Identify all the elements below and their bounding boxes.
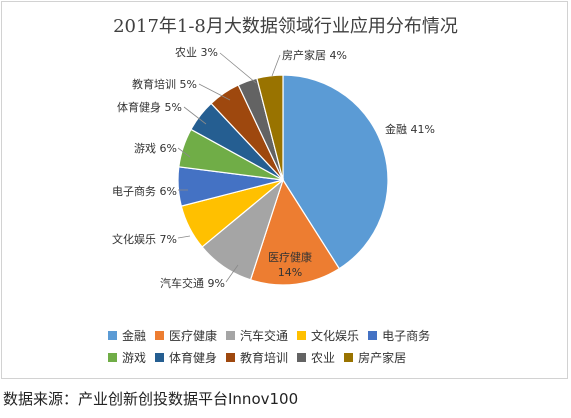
legend-label: 电子商务 xyxy=(382,328,431,343)
pie-chart: 金融 41% 医疗健康 14% 汽车交通 9% 文化娱乐 7% 电子商务 6% 游戏 6% 体… xyxy=(112,45,435,290)
legend-item: 金融 xyxy=(108,327,146,344)
legend-swatch xyxy=(297,330,307,340)
legend-item: 游戏 xyxy=(108,349,146,366)
leader-line-6 xyxy=(177,147,191,158)
slice-label-5: 电子商务 6% xyxy=(112,184,177,198)
legend-label: 游戏 xyxy=(122,350,147,365)
leader-line-8 xyxy=(198,83,231,101)
pie-slice-2 xyxy=(249,178,341,286)
legend-item: 农业 xyxy=(297,349,335,366)
slice-label-2: 医疗健康 14% xyxy=(268,250,312,279)
legend-swatch xyxy=(108,330,117,340)
slice-label-9: 农业 3% xyxy=(175,45,218,59)
legend-label: 汽车交通 xyxy=(240,328,289,343)
slice-label-4: 文化娱乐 7% xyxy=(112,232,177,246)
slice-label-7: 体育健身 5% xyxy=(117,100,182,114)
pie-slice-10 xyxy=(256,74,284,181)
leader-line-9 xyxy=(219,52,257,84)
chart-title: 2017年1-8月大数据领域行业应用分布情况 xyxy=(113,16,458,37)
legend-swatch xyxy=(226,352,236,362)
legend-swatch xyxy=(344,352,354,362)
legend-swatch xyxy=(108,352,117,362)
slice-label-3: 汽车交通 9% xyxy=(160,276,225,290)
legend-item: 教育培训 xyxy=(226,349,288,366)
legend-item: 文化娱乐 xyxy=(297,327,359,344)
legend-label: 教育培训 xyxy=(240,350,289,365)
legend-label: 农业 xyxy=(311,350,336,365)
legend-swatch xyxy=(226,330,236,340)
leader-line-3 xyxy=(225,264,239,283)
legend-swatch xyxy=(297,352,307,362)
legend-label: 体育健身 xyxy=(169,350,218,365)
leader-line-7 xyxy=(183,106,207,125)
slice-label-1: 金融 41% xyxy=(385,122,435,136)
slice-label-6: 游戏 6% xyxy=(134,142,177,155)
legend-swatch xyxy=(155,352,165,362)
legend-swatch xyxy=(368,330,378,340)
slice-label-10: 房产家居 4% xyxy=(282,48,347,62)
legend-swatch xyxy=(155,330,165,340)
legend-row-1: 金融 医疗健康 汽车交通 文化娱乐 电子商务 xyxy=(108,324,508,346)
chart-legend: 金融 医疗健康 汽车交通 文化娱乐 电子商务游戏 体育健身 教育培训 农业 房产家居 xyxy=(108,324,508,368)
legend-label: 金融 xyxy=(122,328,147,343)
leader-line-10 xyxy=(271,54,281,77)
legend-label: 医疗健康 xyxy=(169,328,218,343)
legend-label: 文化娱乐 xyxy=(311,328,360,343)
legend-item: 汽车交通 xyxy=(226,327,288,344)
legend-item: 房产家居 xyxy=(344,349,406,366)
source-caption: 数据来源：产业创新创投数据平台Innov100 xyxy=(3,390,299,408)
legend-row-2: 游戏 体育健身 教育培训 农业 房产家居 xyxy=(108,346,508,368)
slice-label-8: 教育培训 5% xyxy=(132,77,197,91)
legend-label: 房产家居 xyxy=(358,350,407,365)
legend-item: 医疗健康 xyxy=(155,327,217,344)
legend-item: 体育健身 xyxy=(155,349,217,366)
leader-line-4 xyxy=(177,235,191,239)
legend-item: 电子商务 xyxy=(368,327,430,344)
